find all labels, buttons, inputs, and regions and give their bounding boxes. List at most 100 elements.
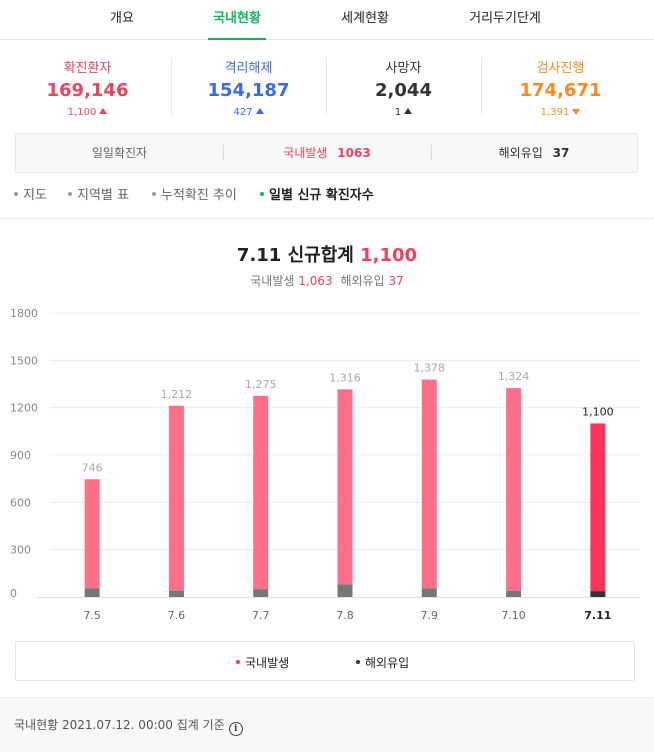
subnav-label: 일별 신규 확진자수 [269,188,374,203]
bar-domestic [84,479,100,589]
stat-value: 154,187 [207,80,290,101]
stat-change: 1 [326,107,481,118]
bar-overseas [506,590,522,597]
footer: 국내현황 2021.07.12. 00:00 집계 기준 i [0,697,654,752]
bar-overseas [337,584,353,597]
subnav-label: 지역별 표 [77,188,129,203]
subnav-region-table[interactable]: 지역별 표 [68,184,129,203]
y-tick-label: 600 [10,496,31,509]
stat-deaths: 사망자 2,044 1 [326,40,481,132]
bullet-icon [14,192,18,196]
subnav-daily-new[interactable]: 일별 신규 확진자수 [260,184,374,203]
y-tick-label: 1800 [10,307,38,320]
bar-domestic [590,423,606,592]
arrow-up-icon [404,108,413,114]
chart-title: 7.11 신규합계 1,100 [0,241,654,267]
stat-value: 169,146 [46,80,129,101]
arrow-down-icon [572,109,581,115]
stat-label: 격리해제 [224,61,273,76]
bullet-icon [152,192,156,196]
tab-overview[interactable]: 개요 [110,11,134,26]
x-tick-label: 7.5 [83,609,101,622]
daily-overseas-label: 해외유입 [498,146,543,160]
stat-change-value: 1,391 [540,107,570,118]
x-tick-label: 7.6 [168,609,186,622]
tab-domestic[interactable]: 국내현황 [208,0,266,40]
daily-domestic: 국내발생 1063 [223,134,431,172]
daily-overseas: 해외유입 37 [431,134,637,172]
legend-overseas[interactable]: 해외유입 [356,654,409,671]
divider [223,145,224,161]
chart-title-prefix: 7.11 신규합계 [236,245,354,266]
bar-total-label: 1,316 [329,371,361,384]
x-tick-label: 7.11 [584,609,611,622]
subnav-label: 누적확진 추이 [161,188,237,203]
chart-subtitle: 국내발생 1,063 해외유입 37 [0,272,654,289]
bullet-icon [68,192,72,196]
y-tick-label: 300 [10,544,31,557]
bar-overseas [84,588,100,597]
stat-released: 격리해제 154,187 427 [171,40,326,132]
x-tick-label: 7.9 [421,609,439,622]
arrow-up-icon [99,108,108,114]
legend-label: 국내발생 [245,656,290,670]
stat-testing: 검사진행 174,671 1,391 [483,40,638,132]
daily-label: 일일확진자 [91,146,148,160]
daily-overseas-value: 37 [552,146,570,160]
stat-change: 1,391 [483,107,638,118]
y-tick-label: 1500 [10,354,38,367]
bar-domestic [337,389,353,585]
chart-sub-overseas-label: 해외유입 [340,274,385,288]
x-tick-label: 7.8 [336,609,354,622]
daily-cases-chart: 1800 1500 1200 900 600 300 0 746 7.5 1,212 7.6 1,27… [10,307,640,622]
subnav-cumulative[interactable]: 누적확진 추이 [152,184,237,203]
stat-label: 사망자 [385,61,422,76]
legend-label: 해외유입 [365,656,410,670]
stat-change-value: 1,100 [67,107,97,118]
x-tick-label: 7.10 [501,609,526,622]
bar-total-label: 1,275 [245,378,277,391]
bar-total-label: 1,378 [414,362,446,375]
stat-label: 확진환자 [63,61,112,76]
info-icon[interactable]: i [228,722,243,736]
bar-domestic [421,379,437,589]
legend-dot-icon [236,660,240,664]
daily-domestic-label: 국내발생 [283,146,328,160]
bar-domestic [253,395,269,590]
bar-domestic [506,388,522,591]
stat-label: 검사진행 [536,61,585,76]
legend-dot-icon [356,660,360,664]
tab-distancing[interactable]: 거리두기단계 [469,11,541,26]
arrow-up-icon [255,108,264,114]
chart-legend: 국내발생 해외유입 [15,641,635,681]
divider [0,218,654,219]
stat-change: 1,100 [10,107,165,118]
footer-text: 국내현황 2021.07.12. 00:00 집계 기준 i [14,716,243,736]
daily-confirmed-box: 일일확진자 국내발생 1063 해외유입 37 [15,133,638,173]
bar-overseas [253,589,269,597]
bar-domestic [168,405,184,591]
subnav-map[interactable]: 지도 [14,184,47,203]
stat-change: 427 [171,107,326,118]
bullet-icon [260,192,264,196]
divider [481,58,482,114]
stat-confirmed: 확진환자 169,146 1,100 [10,40,165,132]
y-tick-label: 900 [10,449,31,462]
bar-total-label: 746 [82,461,103,474]
bar-overseas [421,588,437,597]
y-tick-label: 0 [10,587,17,600]
chart-sub-domestic-value: 1,063 [298,274,333,288]
chart-sub-overseas-value: 37 [388,274,404,288]
stat-change-value: 1 [394,107,402,118]
legend-domestic[interactable]: 국내발생 [236,654,289,671]
divider [171,58,172,114]
summary-stats: 확진환자 169,146 1,100 격리해제 154,187 427 사망자 … [0,40,654,132]
bar-overseas [590,591,606,597]
subnav-label: 지도 [23,188,47,203]
daily-domestic-value: 1063 [337,146,371,160]
chart-title-value: 1,100 [360,245,418,266]
stat-value: 174,671 [519,80,602,101]
tab-world[interactable]: 세계현황 [341,11,389,26]
divider [431,145,432,161]
y-tick-label: 1200 [10,402,38,415]
